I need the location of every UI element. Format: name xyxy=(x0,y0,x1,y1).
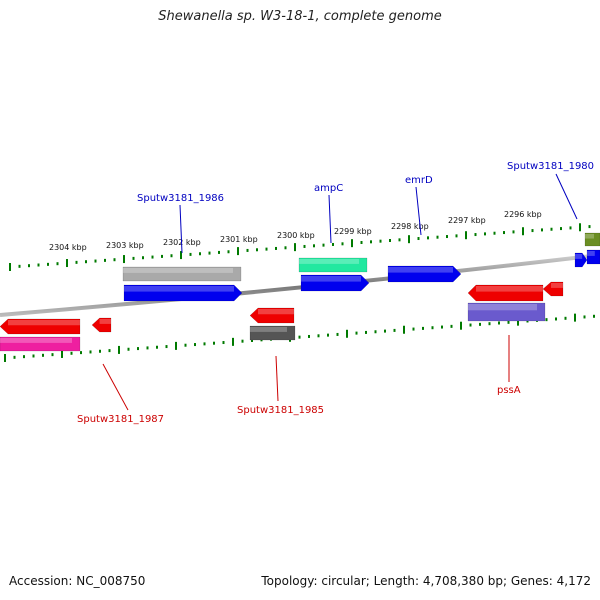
feature-reverse-cds xyxy=(542,281,564,297)
scale-label: 2298 kbp xyxy=(391,222,429,231)
scale-label: 2300 kbp xyxy=(277,231,315,240)
gene-label: emrD xyxy=(405,175,433,186)
genome-backbone xyxy=(0,253,600,317)
gene-label: Sputw3181_1987 xyxy=(77,414,164,425)
scale-label: 2299 kbp xyxy=(334,227,372,236)
feature-reverse-cog xyxy=(249,325,296,341)
scale-label: 2301 kbp xyxy=(220,235,258,244)
gene-label-leader xyxy=(275,355,279,402)
feature-reverse-cds xyxy=(249,307,295,324)
feature-reverse-cds xyxy=(467,284,544,302)
gene-label-leader xyxy=(179,204,183,254)
gene-label-leader xyxy=(328,194,332,244)
scale-label: 2303 kbp xyxy=(106,241,144,250)
scale-label: 2304 kbp xyxy=(49,243,87,252)
feature-highlight xyxy=(587,251,595,256)
feature-reverse-cds xyxy=(0,318,81,335)
feature-highlight xyxy=(301,276,361,282)
forward-tick-track xyxy=(9,223,591,271)
feature-highlight xyxy=(124,286,234,292)
gene-label: pssA xyxy=(497,385,521,396)
gene-label-leader xyxy=(555,173,578,220)
gene-label: Sputw3181_1985 xyxy=(237,405,324,416)
feature-highlight xyxy=(123,268,233,273)
feature-forward-cds xyxy=(300,274,370,292)
feature-highlight xyxy=(99,319,111,324)
feature-forward-cds xyxy=(586,249,600,265)
feature-highlight xyxy=(476,286,543,292)
feature-highlight xyxy=(0,338,72,343)
feature-highlight xyxy=(551,283,563,288)
gene-label: ampC xyxy=(314,183,343,194)
feature-forward-cds xyxy=(574,252,588,268)
map-title: Shewanella sp. W3-18-1, complete genome xyxy=(158,9,442,24)
feature-highlight xyxy=(250,327,287,332)
feature-forward-cog xyxy=(122,266,242,282)
feature-highlight xyxy=(575,254,583,259)
feature-highlight xyxy=(468,304,537,311)
feature-highlight xyxy=(258,309,294,315)
feature-highlight xyxy=(388,267,453,273)
feature-reverse-cog xyxy=(467,302,546,322)
gene-labels: Sputw3181_1986 ampC emrD Sputw3181_1980 Sput… xyxy=(77,161,594,425)
feature-forward-cog xyxy=(584,232,600,247)
feature-forward-cds xyxy=(387,265,462,283)
feature-highlight xyxy=(8,320,80,326)
accession-label: Accession: NC_008750 xyxy=(9,574,146,588)
gene-label-leader xyxy=(415,186,422,236)
feature-highlight xyxy=(299,259,359,264)
gene-label: Sputw3181_1980 xyxy=(507,161,594,172)
feature-highlight xyxy=(585,234,594,239)
gene-label-leader xyxy=(102,363,129,411)
feature-forward-cog xyxy=(298,257,368,273)
feature-reverse-cds xyxy=(91,317,112,333)
feature-layer xyxy=(0,232,600,352)
scale-label: 2297 kbp xyxy=(448,216,486,225)
topology-label: Topology: circular; Length: 4,708,380 bp… xyxy=(261,574,591,588)
gene-label: Sputw3181_1986 xyxy=(137,193,224,204)
scale-label: 2296 kbp xyxy=(504,210,542,219)
feature-forward-cds xyxy=(123,284,243,302)
feature-reverse-cog xyxy=(0,336,81,352)
